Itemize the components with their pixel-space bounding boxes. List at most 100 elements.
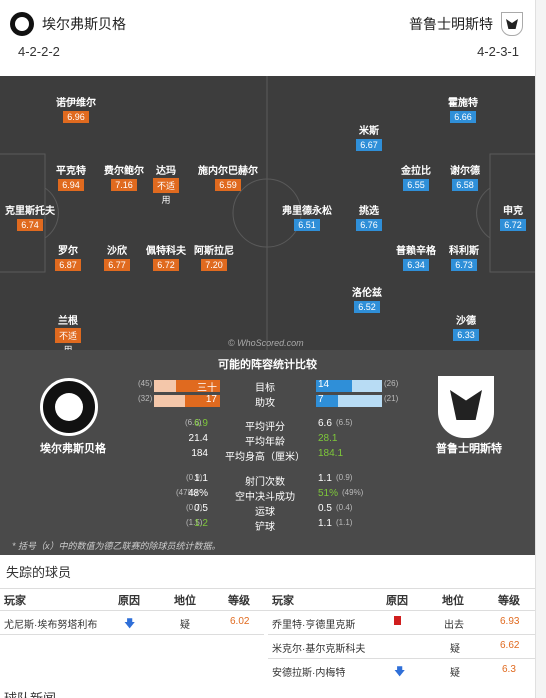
home-player-4[interactable]: 达玛 不适 用 — [152, 162, 180, 206]
stat-aerial: (47%) 48% 空中决斗成功 51% (49%) — [176, 488, 364, 503]
missing-away-player-1[interactable]: 乔里特·亨德里克斯 — [272, 620, 356, 631]
col-player-away: 玩家 — [272, 595, 294, 607]
player-rating: 6.58 — [452, 179, 478, 191]
player-rating: 6.94 — [58, 179, 84, 191]
away-player-8[interactable]: 普赖辛格 6.34 — [396, 246, 436, 271]
player-rating: 6.87 — [55, 259, 81, 271]
player-rating: 6.34 — [403, 259, 429, 271]
away-team-label: 普鲁士明斯特 — [436, 443, 502, 455]
away-player-2[interactable]: 米斯 6.67 — [356, 122, 382, 151]
player-rating: 6.33 — [453, 329, 479, 341]
away-team-name[interactable]: 普鲁士明斯特 — [409, 16, 493, 32]
player-rating: 7.20 — [201, 259, 227, 271]
missing-rating: 6.3 — [502, 664, 516, 675]
missing-rating: 6.02 — [230, 616, 250, 627]
arrow-down-icon: 🡇 — [124, 618, 136, 630]
home-goals-fill — [176, 380, 220, 392]
home-player-5[interactable]: 施内尔巴赫尔 6.59 — [198, 166, 258, 191]
watermark: © WhoScored.com — [228, 338, 304, 348]
pitch: 诺伊维尔 6.96 平克特 6.94 费尔鲍尔 7.16 达玛 不适 用 施内尔… — [0, 76, 535, 350]
home-player-3[interactable]: 费尔鲍尔 7.16 — [104, 166, 144, 191]
home-formation: 4-2-2-2 — [18, 44, 60, 59]
away-formation: 4-2-3-1 — [477, 44, 519, 59]
home-player-1[interactable]: 诺伊维尔 6.96 — [56, 98, 96, 123]
player-rating: 6.51 — [294, 219, 320, 231]
away-player-11[interactable]: 沙德 6.33 — [453, 312, 479, 341]
missing-rating: 6.93 — [500, 616, 520, 627]
lineup-comparison: 可能的阵容统计比较 埃尔弗斯贝格 普鲁士明斯特 (45) 三十 目标 14 (2… — [0, 350, 535, 555]
player-rating: 6.55 — [403, 179, 429, 191]
missing-players-title: 失踪的球员 — [6, 565, 72, 580]
col-rating: 等级 — [228, 595, 250, 607]
home-player-7[interactable]: 罗尔 6.87 — [55, 242, 81, 271]
player-rating: 6.72 — [500, 219, 526, 231]
player-rating: 6.59 — [215, 179, 241, 191]
away-player-5[interactable]: 弗里德永松 6.51 — [282, 206, 332, 231]
stat-shots: (0.9) 1.1 射门次数 1.1 (0.9) — [186, 473, 353, 488]
away-badge-icon — [501, 12, 523, 36]
player-rating-note: 用 — [161, 195, 171, 205]
stat-dribbles: (0.7) 0.5 运球 0.5 (0.4) — [186, 503, 353, 518]
away-player-1[interactable]: 霍施特 6.66 — [448, 98, 478, 123]
away-player-7[interactable]: 申克 6.72 — [500, 202, 526, 231]
home-team-name[interactable]: 埃尔弗斯贝格 — [42, 16, 126, 32]
player-rating-note: 用 — [63, 345, 73, 350]
missing-status: 疑 — [450, 644, 460, 655]
away-goals-fill — [316, 380, 352, 392]
away-assists-fill — [316, 395, 338, 407]
col-player: 玩家 — [4, 595, 26, 607]
player-rating: 6.96 — [63, 111, 89, 123]
col-rating-away: 等级 — [498, 595, 520, 607]
player-rating: 6.66 — [450, 111, 476, 123]
team-news-title: 球队新闻 — [4, 688, 56, 698]
match-header: 埃尔弗斯贝格 普鲁士明斯特 4-2-2-2 4-2-3-1 — [0, 0, 535, 76]
home-player-10[interactable]: 阿斯拉尼 7.20 — [194, 246, 234, 271]
player-rating: 不适 — [54, 328, 82, 343]
pitch-lines — [0, 76, 535, 350]
stat-assists: (32) 17 助攻 7 (21) — [138, 394, 399, 409]
away-team[interactable]: 普鲁士明斯特 — [409, 12, 523, 36]
player-rating: 6.67 — [356, 139, 382, 151]
stat-avg-age: 21.4 平均年龄 28.1 — [188, 433, 338, 448]
missing-away-player-3[interactable]: 安德拉斯·内梅特 — [272, 668, 346, 679]
player-rating: 不适 — [152, 178, 180, 193]
col-reason-away: 原因 — [386, 595, 408, 607]
home-player-2[interactable]: 平克特 6.94 — [56, 166, 86, 191]
home-team[interactable]: 埃尔弗斯贝格 — [10, 12, 126, 36]
home-crest-icon — [40, 378, 98, 436]
divider — [0, 588, 535, 589]
scrollbar[interactable] — [535, 0, 546, 698]
divider — [0, 634, 264, 635]
divider — [268, 658, 535, 659]
player-rating: 6.52 — [354, 301, 380, 313]
divider — [0, 610, 535, 611]
away-player-3[interactable]: 金拉比 6.55 — [401, 166, 431, 191]
missing-status: 出去 — [444, 620, 464, 631]
away-player-10[interactable]: 洛伦兹 6.52 — [352, 288, 382, 313]
col-reason: 原因 — [118, 595, 140, 607]
home-player-9[interactable]: 佩特科夫 6.72 — [146, 246, 186, 271]
red-card-icon — [394, 616, 401, 628]
away-player-6[interactable]: 挑选 6.76 — [356, 202, 382, 231]
home-player-6[interactable]: 克里斯托夫 6.74 — [5, 206, 55, 231]
player-rating: 6.73 — [451, 259, 477, 271]
col-status: 地位 — [174, 595, 196, 607]
home-player-8[interactable]: 沙欣 6.77 — [104, 242, 130, 271]
missing-away-player-2[interactable]: 米克尔·基尔克斯科夫 — [272, 644, 366, 655]
player-rating: 6.77 — [104, 259, 130, 271]
player-rating: 6.76 — [356, 219, 382, 231]
away-player-9[interactable]: 科利斯 6.73 — [449, 246, 479, 271]
home-team-label: 埃尔弗斯贝格 — [40, 443, 106, 455]
stat-avg-rating: (6.6) 6.9 平均评分 6.6 (6.5) — [185, 418, 353, 433]
home-assists-fill — [185, 395, 220, 407]
arrow-down-icon: 🡇 — [394, 666, 406, 678]
missing-rating: 6.62 — [500, 640, 520, 651]
away-player-4[interactable]: 谢尔德 6.58 — [450, 166, 480, 191]
footnote: * 括号（x）中的数值为德乙联赛的除球员统计数据。 — [12, 541, 221, 551]
missing-home-player-1[interactable]: 尤尼斯·埃布努塔利布 — [4, 620, 98, 631]
stat-goals: (45) 三十 目标 14 (26) — [138, 379, 399, 394]
player-rating: 6.72 — [153, 259, 179, 271]
home-player-11[interactable]: 兰根 不适 用 — [54, 312, 82, 350]
player-rating: 7.16 — [111, 179, 137, 191]
stat-tackles: (1.5) 1.2 铲球 1.1 (1.1) — [186, 518, 353, 533]
